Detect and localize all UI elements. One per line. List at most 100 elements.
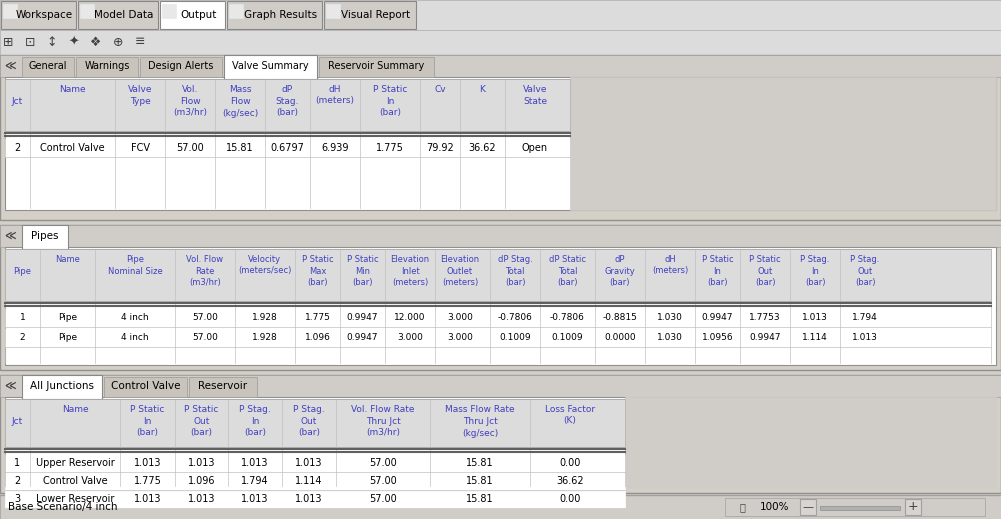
Text: Model Data: Model Data — [94, 10, 154, 20]
Text: 0.9947: 0.9947 — [346, 313, 378, 322]
Text: Valve: Valve — [128, 85, 152, 93]
Text: P Static: P Static — [372, 85, 407, 93]
Text: ≪: ≪ — [4, 61, 16, 71]
Bar — [5, 309, 991, 327]
Bar — [22, 225, 68, 249]
Bar — [5, 139, 570, 157]
Bar — [5, 473, 625, 490]
Text: All Junctions: All Junctions — [30, 381, 94, 391]
Text: Base Scenario/4 inch: Base Scenario/4 inch — [8, 502, 117, 512]
Bar — [5, 329, 991, 347]
Text: 6.939: 6.939 — [321, 143, 348, 153]
Text: ✦: ✦ — [69, 35, 79, 48]
Text: Graph Results: Graph Results — [244, 10, 317, 20]
Bar — [5, 455, 625, 472]
Text: 1.775: 1.775 — [133, 476, 161, 486]
Text: Thru Jct: Thru Jct — [365, 417, 400, 426]
Text: P Stag.: P Stag. — [293, 404, 325, 414]
Bar — [5, 79, 570, 131]
Text: (m3/hr): (m3/hr) — [173, 108, 207, 117]
Text: (meters): (meters) — [315, 97, 354, 105]
Text: (meters): (meters) — [391, 279, 428, 288]
Text: Pipe: Pipe — [58, 313, 77, 322]
Text: (K): (K) — [564, 417, 577, 426]
Text: Lower Reservoir: Lower Reservoir — [36, 495, 114, 504]
Text: dH: dH — [664, 254, 676, 264]
Text: Open: Open — [522, 143, 549, 153]
Bar — [800, 499, 816, 515]
Text: 15.81: 15.81 — [226, 143, 254, 153]
Text: 🔍: 🔍 — [739, 502, 745, 512]
Text: Name: Name — [59, 85, 86, 93]
Text: P Stag.: P Stag. — [239, 404, 271, 414]
Text: Name: Name — [55, 254, 80, 264]
Bar — [0, 375, 1001, 397]
Text: In: In — [714, 266, 722, 276]
Text: Gravity: Gravity — [605, 266, 636, 276]
Text: (bar): (bar) — [805, 279, 825, 288]
Text: 1.030: 1.030 — [657, 313, 683, 322]
Bar — [324, 1, 416, 29]
Text: (meters): (meters) — [652, 266, 688, 276]
Text: Inlet: Inlet — [400, 266, 419, 276]
Text: 1.013: 1.013 — [852, 334, 878, 343]
Text: (bar): (bar) — [190, 429, 212, 438]
Text: K: K — [479, 85, 485, 93]
Text: P Static: P Static — [301, 254, 333, 264]
Text: ↕: ↕ — [47, 35, 57, 48]
Text: P Static: P Static — [130, 404, 165, 414]
Text: Flow: Flow — [180, 97, 200, 105]
Text: Workspace: Workspace — [16, 10, 73, 20]
Text: —: — — [803, 502, 814, 512]
Text: Out: Out — [858, 266, 873, 276]
Text: Warnings: Warnings — [84, 61, 130, 71]
Text: FCV: FCV — [130, 143, 149, 153]
Text: dP Stag.: dP Stag. — [497, 254, 533, 264]
Text: 57.00: 57.00 — [369, 476, 396, 486]
Text: (bar): (bar) — [298, 429, 320, 438]
Text: 1.928: 1.928 — [252, 313, 278, 322]
Text: dP Static: dP Static — [549, 254, 586, 264]
Text: 100%: 100% — [760, 502, 790, 512]
Text: 57.00: 57.00 — [176, 143, 204, 153]
Text: Pipe: Pipe — [126, 254, 144, 264]
Text: Min: Min — [355, 266, 370, 276]
Text: 1.794: 1.794 — [241, 476, 269, 486]
Text: Output: Output — [180, 10, 216, 20]
Bar — [5, 491, 625, 508]
Text: 0.0000: 0.0000 — [605, 334, 636, 343]
Text: Elevation: Elevation — [440, 254, 479, 264]
Text: 36.62: 36.62 — [557, 476, 584, 486]
Bar — [0, 225, 1001, 247]
Text: (bar): (bar) — [708, 279, 728, 288]
Text: 1.114: 1.114 — [295, 476, 322, 486]
Text: (kg/sec): (kg/sec) — [461, 429, 498, 438]
Text: 2: 2 — [20, 334, 25, 343]
Bar — [227, 1, 322, 29]
Bar — [5, 399, 625, 447]
Text: Out: Out — [301, 417, 317, 426]
Text: Total: Total — [506, 266, 525, 276]
Text: (kg/sec): (kg/sec) — [222, 108, 258, 117]
Text: 0.1009: 0.1009 — [499, 334, 531, 343]
Text: 1: 1 — [20, 313, 25, 322]
Text: Control Valve: Control Valve — [43, 476, 107, 486]
Text: ⊞: ⊞ — [3, 35, 13, 48]
Text: 1.013: 1.013 — [188, 495, 215, 504]
Text: Reservoir Summary: Reservoir Summary — [328, 61, 424, 71]
Text: In: In — [385, 97, 394, 105]
Text: Design Alerts: Design Alerts — [148, 61, 213, 71]
Text: 0.9947: 0.9947 — [750, 334, 781, 343]
Text: (bar): (bar) — [276, 108, 298, 117]
Text: 1.013: 1.013 — [134, 495, 161, 504]
Text: P Stag.: P Stag. — [801, 254, 830, 264]
Text: 12.000: 12.000 — [394, 313, 425, 322]
Text: 1.013: 1.013 — [295, 458, 322, 469]
Text: Outlet: Outlet — [446, 266, 473, 276]
Text: Total: Total — [558, 266, 578, 276]
Text: Elevation: Elevation — [390, 254, 429, 264]
Text: 1.030: 1.030 — [657, 334, 683, 343]
Text: P Static: P Static — [346, 254, 378, 264]
Text: 1.928: 1.928 — [252, 334, 278, 343]
Text: State: State — [523, 97, 548, 105]
